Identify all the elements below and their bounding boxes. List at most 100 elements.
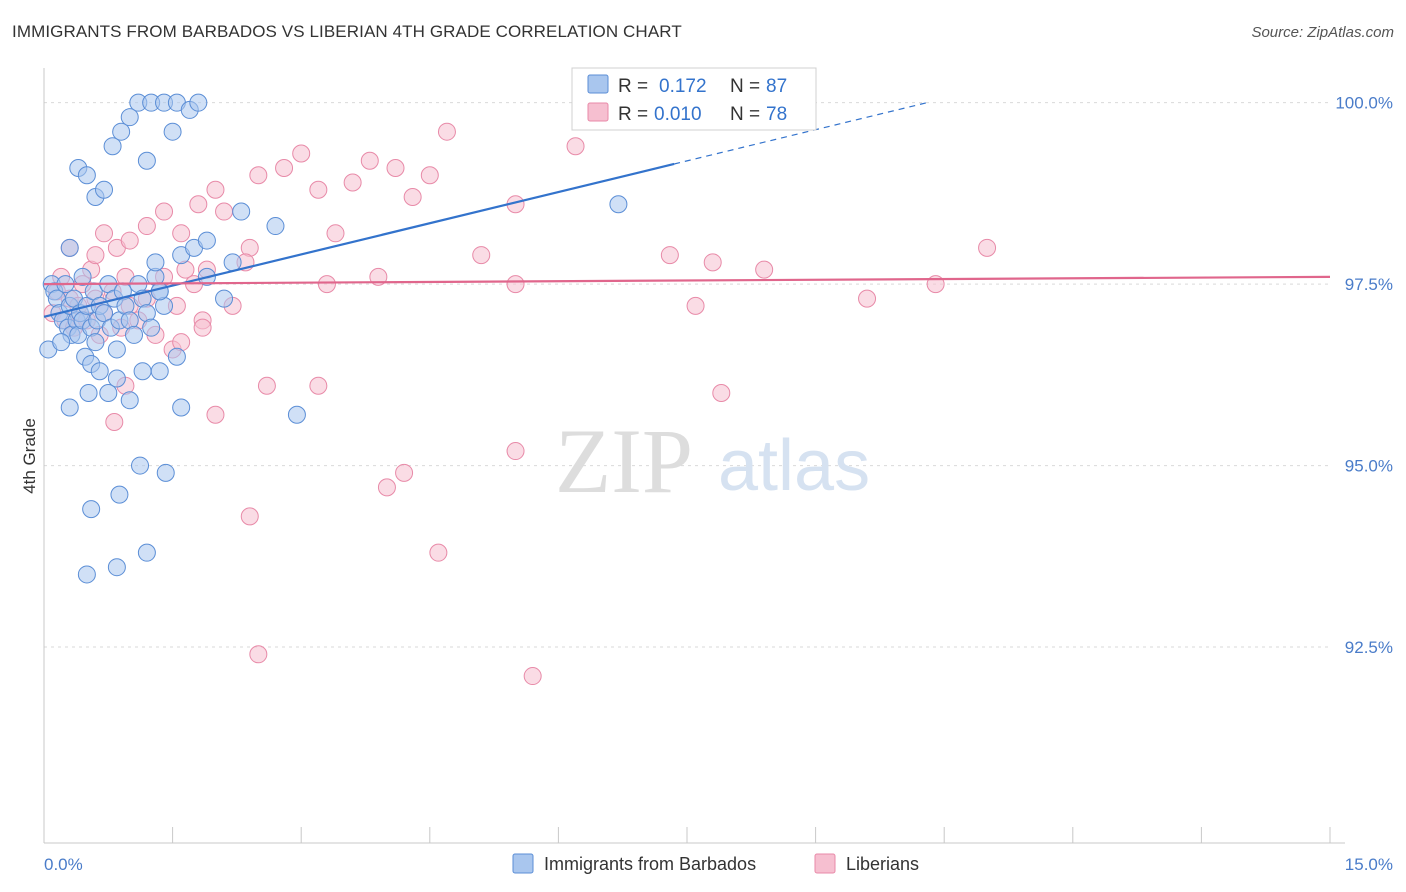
y-tick-label: 95.0% <box>1345 457 1393 476</box>
data-point-barbados <box>125 325 144 344</box>
data-point-liberians <box>377 478 396 497</box>
watermark: ZIP atlas <box>555 410 870 512</box>
data-point-liberians <box>155 202 174 221</box>
data-point-barbados <box>77 166 96 185</box>
data-point-barbados <box>189 93 208 112</box>
data-point-liberians <box>189 195 208 214</box>
data-point-liberians <box>386 158 405 177</box>
data-point-liberians <box>703 253 722 272</box>
stats-n-value: 87 <box>766 76 787 97</box>
data-point-liberians <box>257 376 276 395</box>
stats-n-label: N = <box>730 76 760 97</box>
legend-label-liberians: Liberians <box>846 854 919 874</box>
data-point-barbados <box>197 231 216 250</box>
data-point-liberians <box>472 246 491 265</box>
data-point-liberians <box>403 188 422 207</box>
data-point-liberians <box>429 543 448 562</box>
stats-r-label: R = <box>618 76 648 97</box>
data-point-barbados <box>215 289 234 308</box>
data-point-liberians <box>240 507 259 526</box>
data-point-liberians <box>193 318 212 337</box>
data-point-liberians <box>755 260 774 279</box>
stats-n-value: 78 <box>766 104 787 125</box>
data-point-barbados <box>52 333 71 352</box>
data-point-barbados <box>163 122 182 141</box>
data-point-liberians <box>360 151 379 170</box>
data-point-barbados <box>107 340 126 359</box>
y-tick-label: 100.0% <box>1335 94 1393 113</box>
trend-line-barbados <box>43 162 675 318</box>
data-point-liberians <box>858 289 877 308</box>
y-tick-label: 97.5% <box>1345 275 1393 294</box>
stats-legend: R = 0.172 N = 87 R = 0.010 N = 78 <box>571 67 817 131</box>
data-point-barbados <box>150 362 169 381</box>
chart-title: IMMIGRANTS FROM BARBADOS VS LIBERIAN 4TH… <box>12 22 682 41</box>
gridlines <box>44 102 1330 648</box>
data-point-barbados <box>266 217 285 236</box>
series-barbados-points <box>39 93 628 584</box>
data-point-liberians <box>86 246 105 265</box>
data-point-barbados <box>120 391 139 410</box>
stats-r-value: 0.010 <box>654 104 702 125</box>
data-point-liberians <box>506 442 525 461</box>
data-point-barbados <box>99 383 118 402</box>
data-point-liberians <box>978 238 997 257</box>
data-point-barbados <box>82 500 101 519</box>
data-point-liberians <box>105 413 124 432</box>
data-point-liberians <box>137 217 156 236</box>
data-point-liberians <box>343 173 362 192</box>
y-axis-label: 4th Grade <box>20 418 39 494</box>
data-point-barbados <box>167 347 186 366</box>
data-point-barbados <box>107 369 126 388</box>
data-point-barbados <box>90 362 109 381</box>
data-point-barbados <box>609 195 628 214</box>
watermark-zip: ZIP <box>555 410 693 512</box>
data-point-liberians <box>686 296 705 315</box>
stats-r-label: R = <box>618 104 648 125</box>
data-point-liberians <box>206 405 225 424</box>
data-point-barbados <box>103 137 122 156</box>
data-point-barbados <box>150 282 169 301</box>
data-point-barbados <box>133 362 152 381</box>
data-point-liberians <box>309 376 328 395</box>
x-tick-label-min: 0.0% <box>44 855 83 874</box>
data-point-barbados <box>60 238 79 257</box>
axes <box>43 68 1345 844</box>
data-point-liberians <box>660 246 679 265</box>
data-point-barbados <box>95 180 114 199</box>
data-point-liberians <box>95 224 114 243</box>
data-point-liberians <box>275 158 294 177</box>
data-point-liberians <box>437 122 456 141</box>
data-point-barbados <box>232 202 251 221</box>
data-point-liberians <box>249 166 268 185</box>
data-point-barbados <box>107 558 126 577</box>
x-tick-label-max: 15.0% <box>1345 855 1393 874</box>
data-point-barbados <box>142 318 161 337</box>
stats-n-label: N = <box>730 104 760 125</box>
legend-swatch-barbados <box>512 853 534 874</box>
data-point-liberians <box>249 645 268 664</box>
data-point-barbados <box>287 405 306 424</box>
stats-swatch-blue <box>587 74 609 94</box>
data-point-barbados <box>60 398 79 417</box>
data-point-liberians <box>215 202 234 221</box>
data-point-barbados <box>172 398 191 417</box>
data-point-liberians <box>712 383 731 402</box>
data-point-barbados <box>110 485 129 504</box>
data-point-liberians <box>120 231 139 250</box>
data-point-liberians <box>309 180 328 199</box>
data-point-liberians <box>172 224 191 243</box>
data-point-liberians <box>395 463 414 482</box>
watermark-atlas: atlas <box>718 426 870 506</box>
data-point-barbados <box>112 122 131 141</box>
data-point-barbados <box>77 565 96 584</box>
data-point-liberians <box>292 144 311 163</box>
x-tick-labels: 0.0% 15.0% <box>44 855 1393 874</box>
data-point-liberians <box>206 180 225 199</box>
data-point-barbados <box>131 456 150 475</box>
data-point-liberians <box>523 667 542 686</box>
y-tick-labels: 92.5% 95.0% 97.5% 100.0% <box>1335 94 1393 657</box>
data-point-barbados <box>223 253 242 272</box>
trend-line-liberians <box>43 275 1331 286</box>
